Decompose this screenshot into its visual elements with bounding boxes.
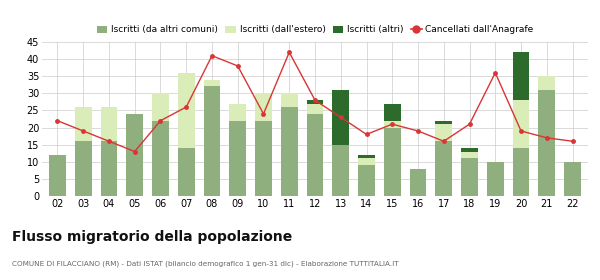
Bar bbox=[229, 121, 246, 196]
Bar bbox=[152, 93, 169, 121]
Bar bbox=[461, 151, 478, 158]
Bar bbox=[75, 107, 92, 141]
Bar bbox=[436, 121, 452, 124]
Legend: Iscritti (da altri comuni), Iscritti (dall'estero), Iscritti (altri), Cancellati: Iscritti (da altri comuni), Iscritti (da… bbox=[97, 25, 533, 34]
Bar bbox=[229, 104, 246, 121]
Bar bbox=[332, 90, 349, 145]
Bar bbox=[255, 93, 272, 121]
Bar bbox=[538, 76, 555, 90]
Text: Flusso migratorio della popolazione: Flusso migratorio della popolazione bbox=[12, 230, 292, 244]
Bar bbox=[461, 148, 478, 151]
Bar bbox=[307, 114, 323, 196]
Bar bbox=[101, 107, 118, 141]
Bar bbox=[512, 52, 529, 100]
Bar bbox=[461, 158, 478, 196]
Bar bbox=[512, 148, 529, 196]
Bar bbox=[384, 104, 401, 121]
Bar bbox=[538, 90, 555, 196]
Bar bbox=[564, 162, 581, 196]
Bar bbox=[101, 141, 118, 196]
Bar bbox=[255, 121, 272, 196]
Bar bbox=[384, 121, 401, 128]
Bar bbox=[358, 158, 375, 165]
Bar bbox=[436, 141, 452, 196]
Bar bbox=[178, 73, 194, 148]
Bar bbox=[203, 80, 220, 87]
Bar bbox=[332, 145, 349, 196]
Text: COMUNE DI FILACCIANO (RM) - Dati ISTAT (bilancio demografico 1 gen-31 dic) - Ela: COMUNE DI FILACCIANO (RM) - Dati ISTAT (… bbox=[12, 260, 398, 267]
Bar bbox=[152, 121, 169, 196]
Bar bbox=[75, 141, 92, 196]
Bar bbox=[281, 93, 298, 107]
Bar bbox=[358, 165, 375, 196]
Bar bbox=[127, 114, 143, 196]
Bar bbox=[410, 169, 427, 196]
Bar bbox=[49, 155, 66, 196]
Bar bbox=[384, 128, 401, 196]
Bar bbox=[487, 162, 503, 196]
Bar bbox=[358, 155, 375, 158]
Bar bbox=[307, 100, 323, 104]
Bar bbox=[203, 87, 220, 196]
Bar bbox=[307, 104, 323, 114]
Bar bbox=[178, 148, 194, 196]
Bar bbox=[436, 124, 452, 141]
Bar bbox=[281, 107, 298, 196]
Bar bbox=[512, 100, 529, 148]
